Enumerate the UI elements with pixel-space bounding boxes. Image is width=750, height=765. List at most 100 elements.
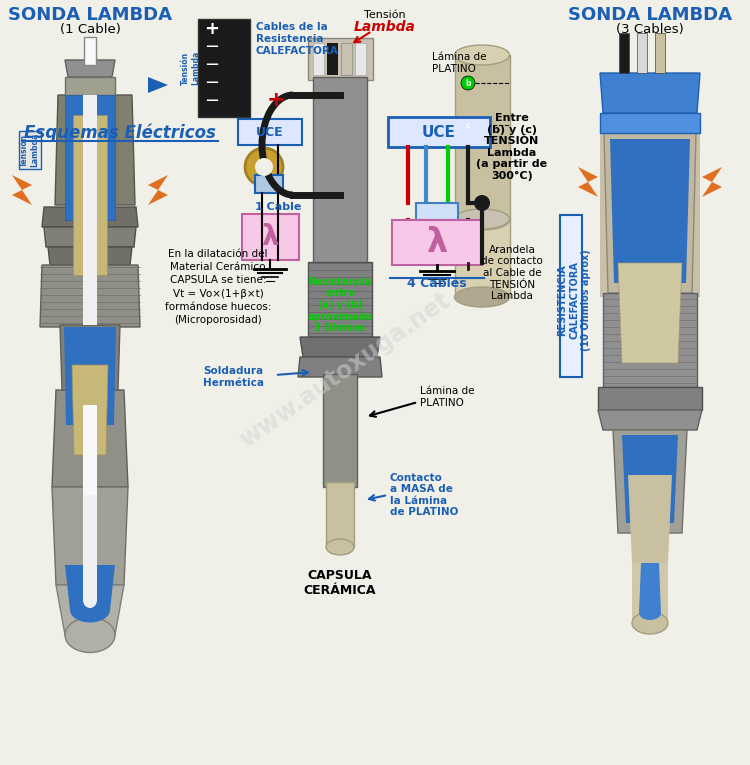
Text: b: b: [465, 79, 471, 87]
Bar: [308, 38, 373, 80]
Ellipse shape: [65, 617, 115, 653]
Ellipse shape: [639, 606, 661, 620]
Ellipse shape: [83, 592, 97, 608]
Text: UCE: UCE: [422, 125, 456, 139]
Bar: [327, 43, 338, 75]
Bar: [619, 33, 629, 73]
Polygon shape: [578, 167, 598, 197]
Ellipse shape: [454, 45, 509, 65]
Bar: [392, 220, 482, 265]
Circle shape: [474, 195, 490, 211]
Ellipse shape: [454, 287, 509, 307]
Polygon shape: [702, 167, 722, 197]
Text: CAPSULA
CERÁMICA: CAPSULA CERÁMICA: [304, 569, 376, 597]
Polygon shape: [42, 207, 138, 227]
Polygon shape: [12, 175, 32, 205]
Text: −: −: [205, 74, 220, 92]
Text: λ: λ: [427, 226, 448, 259]
Polygon shape: [56, 585, 124, 635]
Text: Arandela
de contacto
al Cable de
TENSIÓN
Lambda: Arandela de contacto al Cable de TENSIÓN…: [482, 245, 543, 301]
Text: +: +: [267, 90, 285, 110]
Circle shape: [461, 118, 475, 132]
Bar: [255, 175, 283, 193]
Text: RESISTENCIA
CALEFACTORA
(10 Ohmios aprox): RESISTENCIA CALEFACTORA (10 Ohmios aprox…: [557, 249, 590, 351]
Bar: [455, 219, 510, 297]
Bar: [323, 374, 357, 487]
Text: www.autoxuga.net: www.autoxuga.net: [236, 288, 454, 452]
Bar: [73, 115, 107, 275]
Text: −: −: [205, 56, 220, 74]
Polygon shape: [603, 293, 697, 387]
Polygon shape: [622, 435, 678, 523]
Text: −: −: [205, 92, 220, 110]
Bar: [198, 19, 250, 117]
Text: c: c: [466, 121, 470, 129]
Text: −: −: [205, 38, 220, 56]
Bar: [313, 77, 367, 265]
Bar: [238, 119, 302, 145]
Text: Cables de la
Resistencia
CALEFACTORA: Cables de la Resistencia CALEFACTORA: [256, 22, 339, 56]
Bar: [326, 482, 354, 547]
Circle shape: [461, 76, 475, 90]
Ellipse shape: [70, 597, 110, 623]
Ellipse shape: [454, 210, 509, 230]
Polygon shape: [600, 113, 700, 133]
Polygon shape: [600, 133, 608, 297]
Polygon shape: [628, 475, 672, 563]
Ellipse shape: [632, 612, 668, 634]
Polygon shape: [83, 495, 97, 600]
Text: SONDA LAMBDA: SONDA LAMBDA: [568, 6, 732, 24]
Polygon shape: [604, 133, 696, 293]
Bar: [388, 117, 490, 147]
Bar: [455, 55, 510, 220]
Text: En la dilatación del
Material Cerámico
CAPSULA se tiene:
Vt = Vo×(1+β×t)
formánd: En la dilatación del Material Cerámico C…: [165, 249, 272, 325]
Bar: [65, 77, 115, 95]
Text: Lámina de
PLATINO: Lámina de PLATINO: [432, 52, 487, 73]
Polygon shape: [52, 390, 128, 487]
Bar: [355, 43, 366, 75]
Text: Tensión
Lambda: Tensión Lambda: [182, 51, 201, 85]
Bar: [313, 43, 324, 75]
Text: SONDA LAMBDA: SONDA LAMBDA: [8, 6, 172, 24]
Text: Lambda: Lambda: [354, 20, 416, 34]
Polygon shape: [65, 60, 115, 77]
Polygon shape: [639, 563, 661, 613]
Polygon shape: [72, 365, 108, 455]
Polygon shape: [300, 337, 380, 357]
Text: (3 Cables): (3 Cables): [616, 22, 684, 35]
Polygon shape: [613, 430, 687, 533]
Polygon shape: [83, 405, 97, 495]
Polygon shape: [52, 487, 128, 585]
Text: Soldadura
Hermética: Soldadura Hermética: [202, 366, 263, 388]
Bar: [655, 33, 665, 73]
Bar: [416, 203, 458, 220]
Text: 1 Cable: 1 Cable: [255, 202, 302, 212]
Polygon shape: [48, 247, 132, 265]
Text: (1 Cable): (1 Cable): [59, 22, 121, 35]
Polygon shape: [610, 139, 690, 283]
Ellipse shape: [326, 539, 354, 555]
Text: 4 Cables: 4 Cables: [407, 276, 466, 289]
Bar: [560, 215, 582, 377]
Polygon shape: [44, 227, 136, 247]
Text: Resistencia
entre
(a) y (b)
aproximado
3 Ohmios: Resistencia entre (a) y (b) aproximado 3…: [308, 277, 373, 334]
Polygon shape: [148, 175, 168, 205]
Text: Esquemas Eléctricos: Esquemas Eléctricos: [24, 124, 216, 142]
Polygon shape: [692, 133, 700, 297]
Circle shape: [255, 158, 273, 176]
Text: +: +: [205, 20, 220, 38]
Text: Entre
(b) y (c)
TENSIÓN
Lambda
(a partir de
300°C): Entre (b) y (c) TENSIÓN Lambda (a partir…: [476, 113, 548, 181]
Polygon shape: [298, 357, 382, 377]
Text: UCE: UCE: [256, 125, 284, 138]
Text: λ: λ: [261, 223, 279, 251]
Bar: [242, 214, 299, 260]
Text: Contacto
a MASA de
la Lámina
de PLATINO: Contacto a MASA de la Lámina de PLATINO: [390, 473, 458, 517]
Bar: [65, 95, 115, 220]
Polygon shape: [632, 563, 668, 623]
Bar: [637, 33, 647, 73]
Polygon shape: [64, 327, 116, 425]
Bar: [308, 262, 372, 337]
Polygon shape: [148, 77, 168, 93]
Polygon shape: [40, 265, 140, 327]
Text: Tensión: Tensión: [364, 10, 406, 20]
